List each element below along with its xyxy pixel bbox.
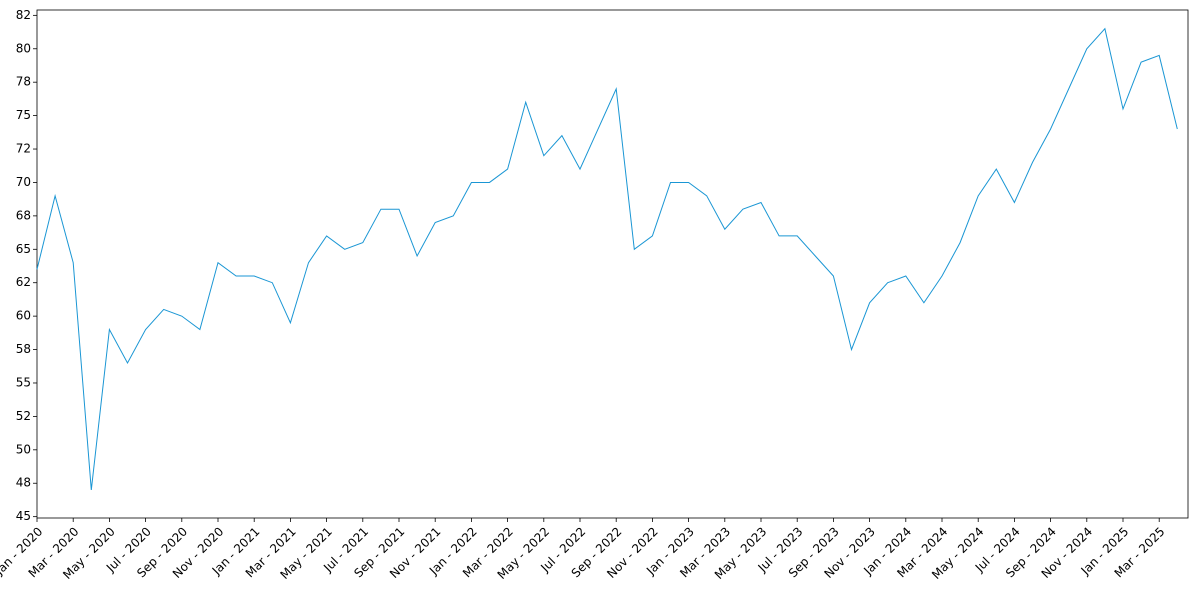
y-tick-label: 50	[16, 442, 31, 456]
y-tick-label: 68	[16, 208, 31, 222]
y-tick-label: 70	[16, 175, 31, 189]
y-tick-label: 55	[16, 375, 31, 389]
line	[36, 27, 1178, 490]
y-tick-label: 65	[16, 242, 31, 256]
y-tick-label: 62	[16, 275, 31, 289]
y-tick-label: 78	[16, 75, 31, 89]
y-tick-label: 48	[16, 476, 31, 490]
y-tick-label: 72	[16, 142, 31, 156]
y-tick-label: 45	[16, 509, 31, 523]
y-tick-label: 58	[16, 342, 31, 356]
y-tick-label: 80	[16, 41, 31, 55]
y-tick-label: 82	[16, 8, 31, 22]
y-tick-label: 75	[16, 108, 31, 122]
y-tick-label: 60	[16, 309, 31, 323]
plot-frame	[36, 9, 1189, 519]
y-tick-label: 52	[16, 409, 31, 423]
